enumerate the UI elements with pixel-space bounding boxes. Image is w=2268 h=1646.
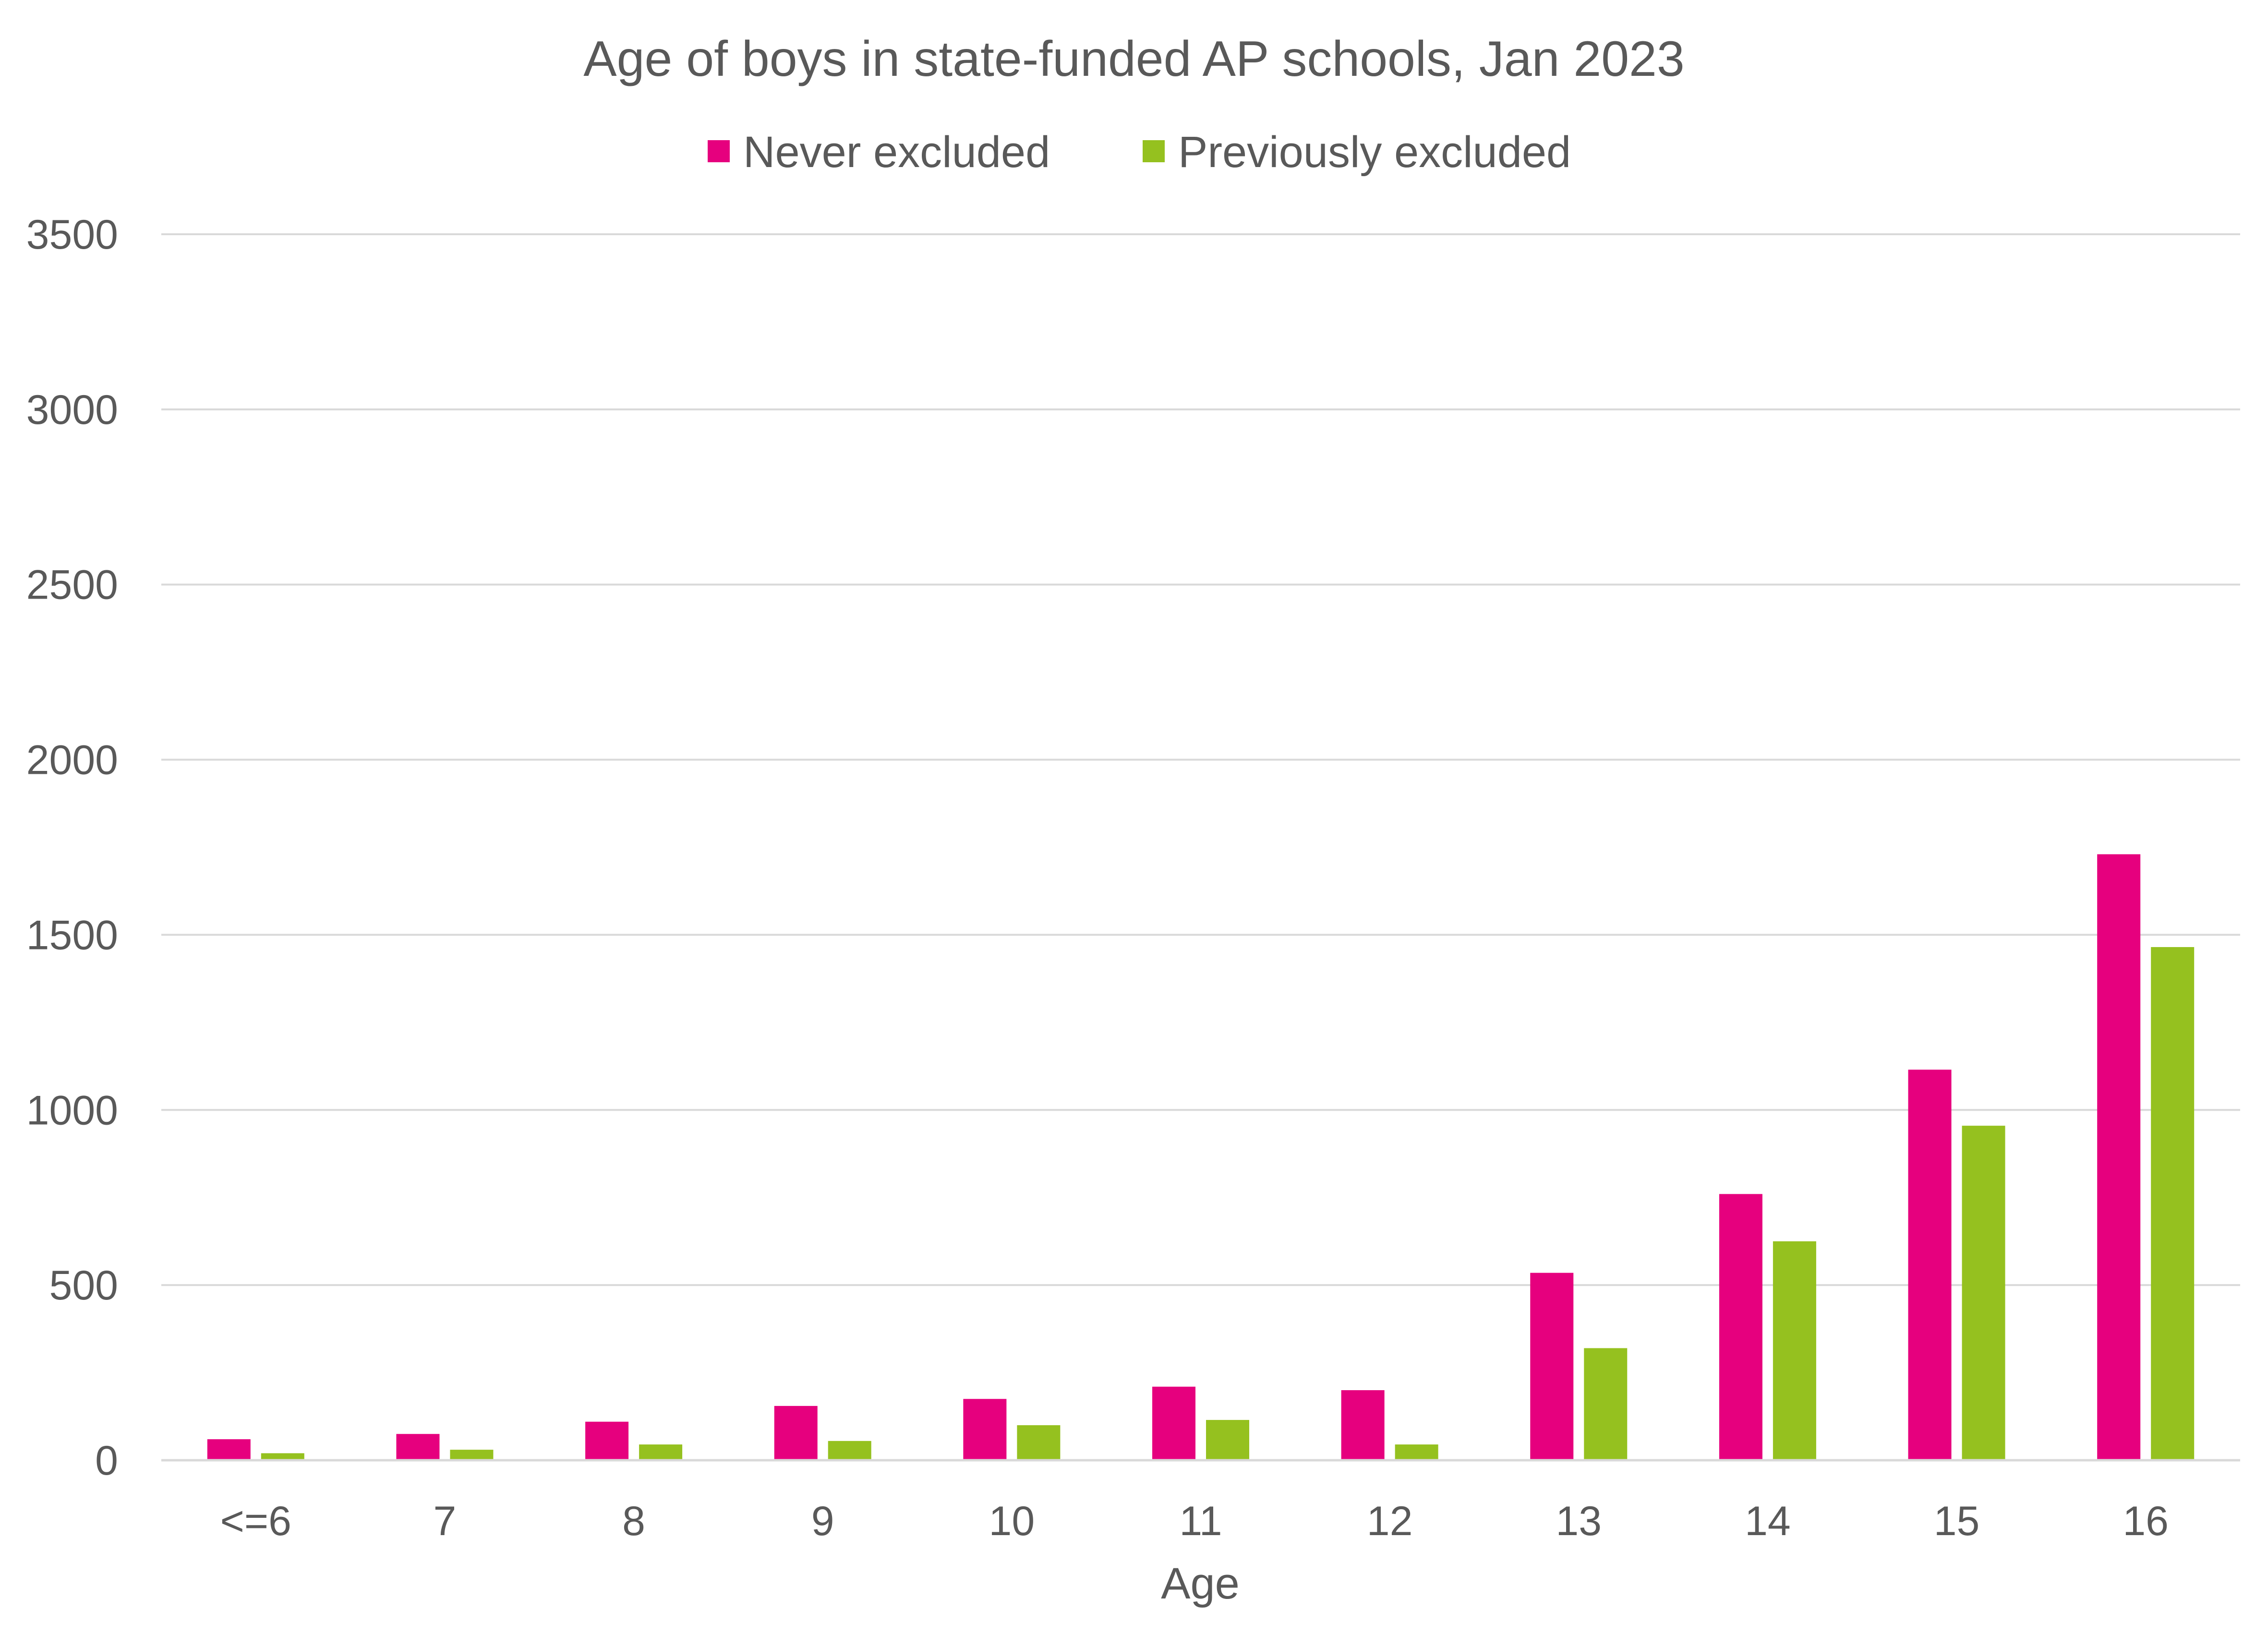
bar-never-excluded-1 — [396, 1434, 440, 1460]
bar-never-excluded-4 — [963, 1399, 1007, 1460]
bar-never-excluded-7 — [1530, 1273, 1574, 1460]
bar-previously-excluded-7 — [1584, 1348, 1628, 1460]
x-tick-label-7: 13 — [1556, 1498, 1602, 1544]
y-tick-label-2500: 2500 — [26, 562, 118, 608]
x-tick-label-10: 16 — [2123, 1498, 2169, 1544]
chart-title: Age of boys in state-funded AP schools, … — [583, 31, 1684, 87]
bar-never-excluded-2 — [585, 1421, 629, 1460]
bar-never-excluded-6 — [1341, 1390, 1385, 1460]
bar-previously-excluded-3 — [828, 1441, 871, 1460]
y-tick-label-0: 0 — [95, 1438, 118, 1484]
bar-never-excluded-8 — [1719, 1194, 1762, 1460]
y-tick-label-1000: 1000 — [26, 1087, 118, 1133]
x-tick-label-2: 8 — [622, 1498, 645, 1544]
x-tick-label-8: 14 — [1745, 1498, 1791, 1544]
bar-never-excluded-0 — [207, 1439, 251, 1460]
y-tick-label-2000: 2000 — [26, 737, 118, 783]
bar-previously-excluded-2 — [639, 1444, 683, 1460]
y-tick-label-1500: 1500 — [26, 912, 118, 958]
bar-previously-excluded-1 — [450, 1450, 494, 1460]
bar-previously-excluded-4 — [1017, 1425, 1061, 1460]
x-tick-label-4: 10 — [989, 1498, 1035, 1544]
legend: Never excluded Previously excluded — [708, 128, 1571, 177]
y-tick-label-500: 500 — [49, 1262, 119, 1309]
x-tick-label-9: 15 — [1934, 1498, 1980, 1544]
bar-never-excluded-3 — [774, 1406, 818, 1460]
bar-previously-excluded-5 — [1206, 1420, 1249, 1460]
x-tick-label-0: <=6 — [220, 1498, 291, 1544]
x-axis-title: Age — [1161, 1559, 1240, 1608]
y-tick-label-3000: 3000 — [26, 387, 118, 433]
x-axis-tick-labels: <=6 7 8 9 10 11 12 13 14 15 16 — [220, 1498, 2169, 1544]
bar-previously-excluded-6 — [1395, 1444, 1438, 1460]
y-tick-label-3500: 3500 — [26, 212, 118, 258]
x-tick-label-6: 12 — [1367, 1498, 1413, 1544]
y-axis-tick-labels: 0 500 1000 1500 2000 2500 3000 3500 — [26, 212, 118, 1484]
x-tick-label-1: 7 — [434, 1498, 457, 1544]
x-tick-label-3: 9 — [811, 1498, 834, 1544]
legend-label-never-excluded: Never excluded — [743, 128, 1050, 177]
bar-never-excluded-5 — [1152, 1386, 1195, 1460]
legend-label-previously-excluded: Previously excluded — [1178, 128, 1571, 177]
legend-swatch-previously-excluded — [1143, 140, 1165, 162]
bar-previously-excluded-8 — [1773, 1241, 1816, 1460]
x-tick-label-5: 11 — [1179, 1498, 1222, 1544]
gridlines — [161, 233, 2240, 1286]
bars — [207, 854, 2195, 1460]
bar-never-excluded-9 — [1908, 1069, 1952, 1460]
bar-previously-excluded-0 — [261, 1453, 304, 1460]
legend-swatch-never-excluded — [708, 140, 730, 162]
bar-previously-excluded-10 — [2151, 947, 2195, 1460]
bar-never-excluded-10 — [2097, 854, 2141, 1460]
bar-previously-excluded-9 — [1962, 1126, 2005, 1460]
